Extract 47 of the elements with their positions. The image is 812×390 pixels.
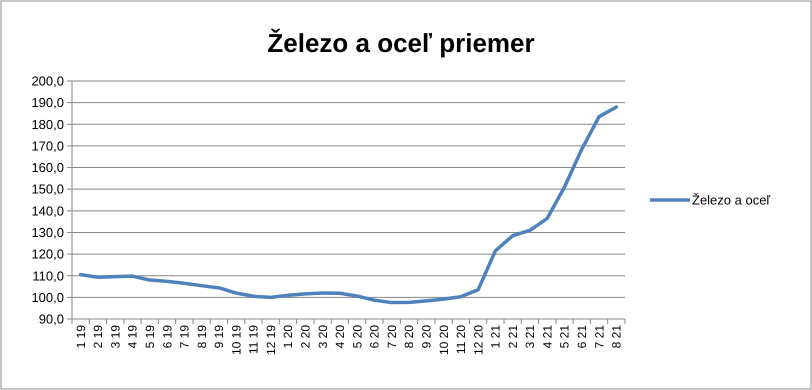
x-tick-label: 4 21 [540,324,554,348]
x-tick-label: 8 20 [402,324,416,348]
y-tick-label: 140,0 [31,203,64,218]
x-tick-label: 5 20 [350,324,364,348]
x-tick-label: 10 19 [229,324,244,356]
x-tick-label: 7 20 [384,324,399,348]
x-tick-label: 9 20 [419,324,434,348]
x-tick-label: 2 21 [506,324,520,348]
y-tick-label: 160,0 [31,160,64,176]
x-tick-label: 5 19 [142,324,157,348]
y-tick-label: 110,0 [32,268,64,284]
x-tick-label: 9 19 [212,324,226,348]
x-tick-label: 2 19 [91,324,106,348]
x-tick-label: 8 21 [610,324,624,348]
y-tick-label: 180,0 [31,116,64,132]
x-tick-label: 6 20 [368,324,382,348]
chart-title: Železo a oceľ priemer [267,28,535,58]
x-tick-label: 1 21 [488,324,503,348]
y-tick-label: 90,0 [38,312,64,327]
line-series [78,105,618,304]
y-tick-label: 150,0 [31,182,64,197]
y-tick-label: 190,0 [31,95,64,110]
x-tick-label: 8 19 [194,324,209,348]
x-tick-label: 2 20 [298,324,312,348]
x-tick-label: 5 21 [558,324,572,348]
x-tick-label: 6 19 [160,324,174,348]
y-tick-label: 100,0 [31,290,64,305]
x-tick-label: 3 21 [523,324,538,348]
x-tick-label: 11 20 [454,324,468,354]
x-tick-label: 12 19 [264,324,278,356]
y-tick-label: 200,0 [31,74,64,89]
x-tick-label: 3 19 [108,324,122,348]
x-tick-label: 1 20 [281,324,296,348]
x-tick-label: 12 20 [471,324,486,356]
x-tick-label: 3 20 [316,324,330,348]
x-tick-label: 10 20 [436,324,451,356]
x-tick-label: 4 20 [333,324,348,348]
x-tick-label: 4 19 [126,324,140,348]
x-tick-label: 7 19 [178,324,192,348]
y-tick-label: 120,0 [31,246,64,262]
y-tick-label: 170,0 [31,138,64,154]
y-tick-label: 130,0 [31,225,64,240]
x-tick-label: 1 19 [74,324,88,348]
legend-label: Železo a oceľ [692,192,770,208]
x-tick-label: 7 21 [592,324,606,348]
x-tick-label: 11 19 [246,324,261,354]
x-tick-label: 6 21 [574,324,589,348]
